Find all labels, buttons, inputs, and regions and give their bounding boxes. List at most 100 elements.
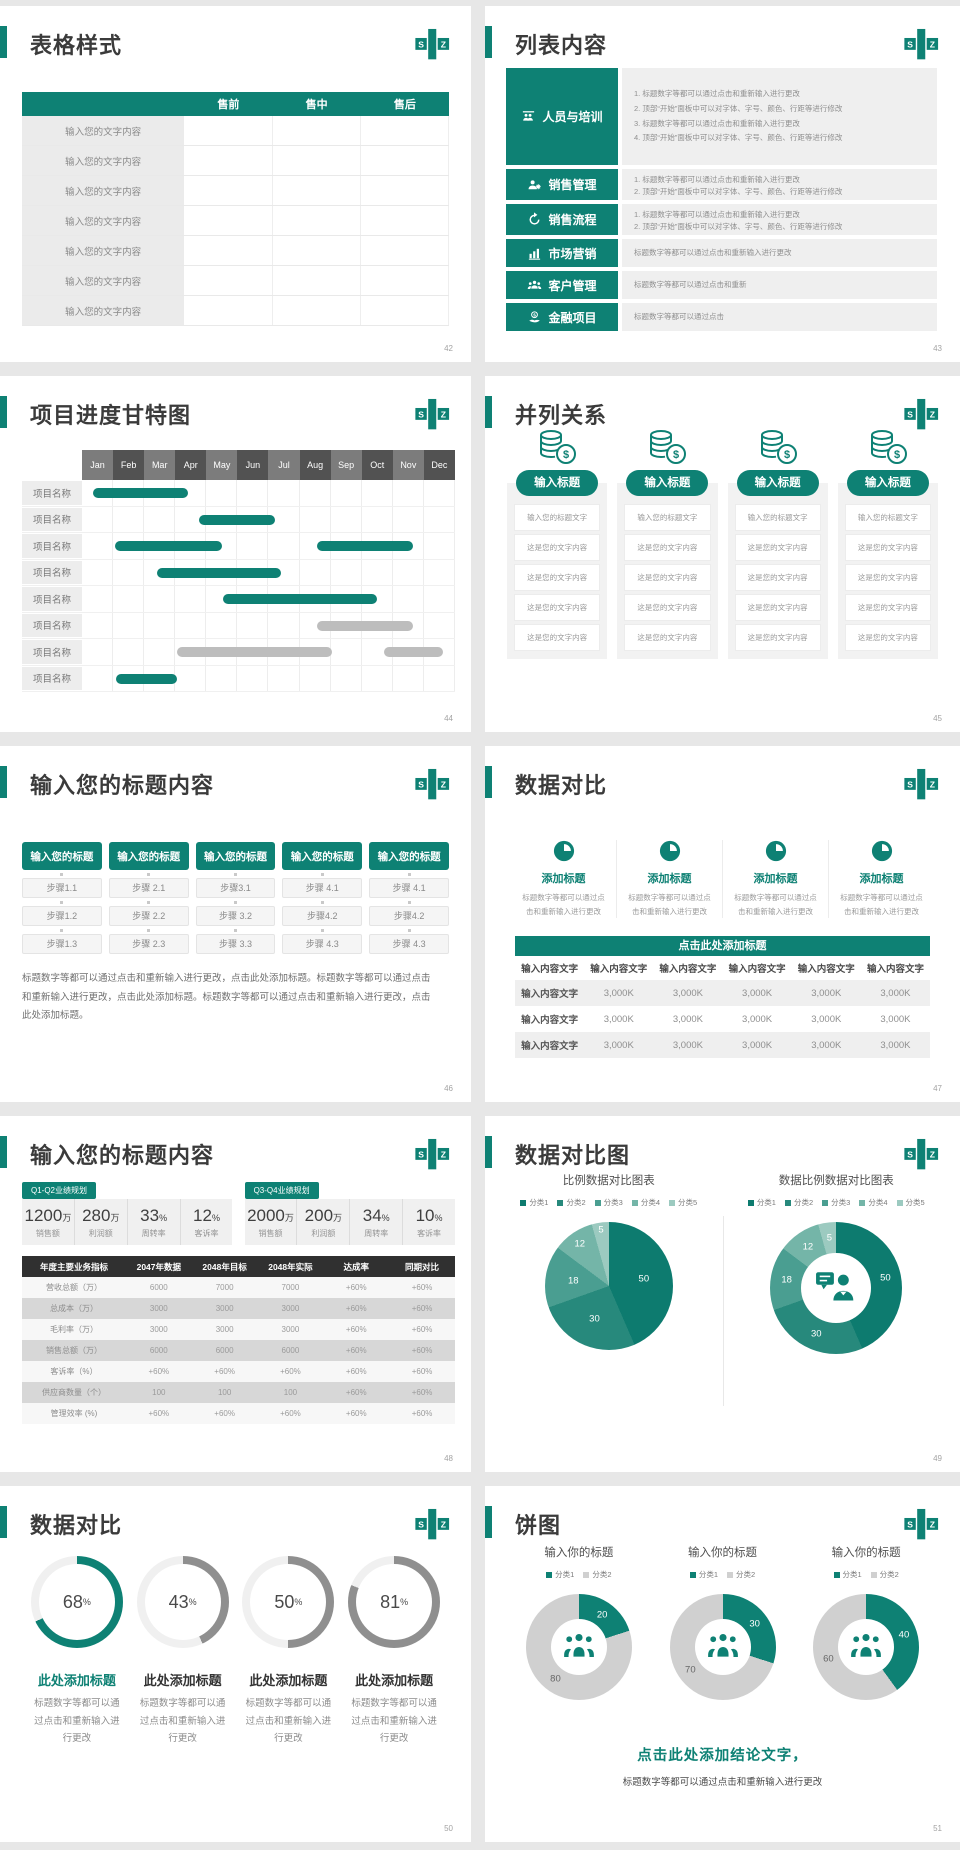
page-number: 47 bbox=[933, 1084, 942, 1093]
progress-desc: 标题数字等都可以通过点击和重新输入进行更改 bbox=[34, 1698, 120, 1745]
feature-title: 添加标题 bbox=[647, 873, 692, 885]
table-row: 输入内容文字 3,000K 3,000K 3,000K 3,000K 3,000K bbox=[515, 1032, 930, 1058]
kpi-value: 1200 bbox=[24, 1206, 63, 1225]
svg-text:S: S bbox=[907, 1150, 913, 1160]
slice-value-label: 5 bbox=[598, 1224, 604, 1236]
people-group-icon bbox=[706, 1632, 740, 1663]
progress-value: 81 bbox=[380, 1591, 401, 1612]
step-box: 步骤 4.3 bbox=[369, 934, 449, 954]
gantt-bar bbox=[316, 541, 414, 551]
step-box: 步骤1.2 bbox=[22, 906, 102, 926]
table-cell: +60% bbox=[148, 1367, 170, 1376]
panel-row: 这是您的文字内容 bbox=[735, 535, 820, 560]
step-column: 输入您的标题 步骤 2.1 步骤 2.2 步骤 2.3 bbox=[108, 842, 189, 954]
panel-row: 这是您的文字内容 bbox=[625, 625, 710, 650]
parallel-column: $ 输入标题 输入您的标题文字 这是您的文字内容 这是您的文字内容 这是您的文字内容 这是您… bbox=[507, 428, 608, 659]
table-cell: +60% bbox=[345, 1388, 367, 1397]
description-line: 1. 标题数字等都可以通过点击和重新输入进行更改 bbox=[634, 89, 800, 99]
progress-ring: 43% bbox=[136, 1556, 229, 1648]
gantt-grid-cell bbox=[268, 533, 300, 559]
table-cell: +60% bbox=[214, 1367, 235, 1376]
progress-title: 此处添加标题 bbox=[249, 1673, 328, 1688]
table-row: 客诉率（%） +60% +60% +60% +60% +60% bbox=[22, 1361, 455, 1382]
gantt-grid-cell bbox=[113, 559, 145, 585]
empty-cell bbox=[273, 206, 361, 235]
kpi-label: 周转率 bbox=[364, 1229, 389, 1238]
empty-cell bbox=[273, 266, 361, 295]
step-box: 步骤 4.1 bbox=[369, 878, 449, 898]
slice-value-label: 5 bbox=[826, 1232, 833, 1244]
table-cell: +60% bbox=[345, 1283, 367, 1292]
gantt-chart: Jan Feb Mar Apr May Jun Jul Aug Sep Oct Nov Dec 项目名称… bbox=[22, 450, 455, 692]
svg-text:Z: Z bbox=[441, 1520, 446, 1530]
kpi-unit: 万 bbox=[110, 1213, 120, 1223]
kpi-label: 销售额 bbox=[258, 1229, 283, 1238]
step-connector bbox=[147, 929, 151, 932]
pie-donut-charts: 比例数据对比图表 分类1 分类2 分类3 分类4 分类5 50 30 18 12 5 数据比例数据对比… bbox=[495, 1172, 950, 1354]
kpi-label: 利润额 bbox=[311, 1229, 336, 1238]
legend-label: 分类2 bbox=[736, 1570, 756, 1579]
slice-value-label: 18 bbox=[781, 1274, 792, 1286]
chart-block: 输入你的标题 分类1 分类2 40 60 bbox=[794, 1544, 938, 1700]
panel-row: 这是您的文字内容 bbox=[845, 565, 930, 590]
progress-ring: 81% bbox=[348, 1556, 441, 1648]
step-box: 步骤 4.1 bbox=[282, 878, 363, 898]
gantt-grid-cell bbox=[331, 480, 362, 506]
empty-cell bbox=[361, 206, 449, 235]
chart-legend: 分类1 分类2 分类3 分类4 分类5 bbox=[520, 1197, 697, 1208]
gantt-grid-cell bbox=[393, 559, 424, 585]
step-box: 步骤4.2 bbox=[369, 906, 449, 926]
table-cell: 3,000K bbox=[811, 1013, 842, 1025]
gantt-bar bbox=[92, 488, 188, 498]
legend-label: 分类2 bbox=[566, 1198, 586, 1207]
svg-text:Z: Z bbox=[930, 1150, 935, 1160]
parallel-column: $ 输入标题 输入您的标题文字 这是您的文字内容 这是您的文字内容 这是您的文字内容 这是您… bbox=[837, 428, 938, 659]
legend-swatch bbox=[546, 1571, 553, 1578]
description-line: 2. 顶部“开始”面板中可以对字体、字号、颜色、行距等进行修改 bbox=[634, 186, 843, 196]
table-row: 输入您的文字内容 bbox=[22, 116, 449, 146]
empty-cell bbox=[184, 296, 273, 325]
gantt-row-label: 项目名称 bbox=[22, 507, 82, 531]
empty-cell bbox=[184, 116, 273, 145]
empty-cell bbox=[184, 176, 273, 205]
gantt-row-area bbox=[82, 665, 455, 691]
kpi-value: 34 bbox=[362, 1206, 382, 1225]
finance-icon: $ bbox=[527, 310, 542, 325]
gantt-row-label: 项目名称 bbox=[22, 481, 82, 505]
legend-label: 分类4 bbox=[868, 1198, 888, 1207]
marketing-icon bbox=[527, 246, 542, 261]
table-cell: 7000 bbox=[281, 1283, 300, 1292]
title-accent-bar bbox=[485, 26, 492, 58]
gantt-grid-cell bbox=[393, 586, 424, 612]
panel-row: 输入您的标题文字 bbox=[735, 505, 820, 530]
kpi-tag: Q3-Q4业绩规划 bbox=[244, 1182, 319, 1199]
table-cell: 3,000K bbox=[742, 1039, 773, 1051]
gantt-grid-cell bbox=[331, 506, 362, 532]
gantt-row-area bbox=[82, 533, 455, 559]
progress-percent-sign: % bbox=[82, 1597, 91, 1607]
page-number: 46 bbox=[444, 1084, 453, 1093]
table-cell: +60% bbox=[411, 1304, 433, 1313]
column-panel: 输入您的标题文字 这是您的文字内容 这是您的文字内容 这是您的文字内容 这是您的文字内容 bbox=[507, 483, 608, 659]
legend-item: 分类2 bbox=[727, 1569, 755, 1580]
panel-row: 输入您的标题文字 bbox=[515, 505, 600, 530]
table-header-cell: 年度主要业务指标 bbox=[39, 1261, 108, 1272]
item-description-box: 1. 标题数字等都可以通过点击和重新输入进行更改 2. 顶部“开始”面板中可以对字… bbox=[622, 204, 937, 235]
step-connector bbox=[320, 873, 324, 876]
category-badge: $ 金融项目 bbox=[506, 303, 618, 331]
slice-value-label: 80 bbox=[550, 1673, 561, 1685]
title-accent-bar bbox=[485, 1136, 492, 1168]
ring-hole: 81% bbox=[356, 1564, 433, 1640]
